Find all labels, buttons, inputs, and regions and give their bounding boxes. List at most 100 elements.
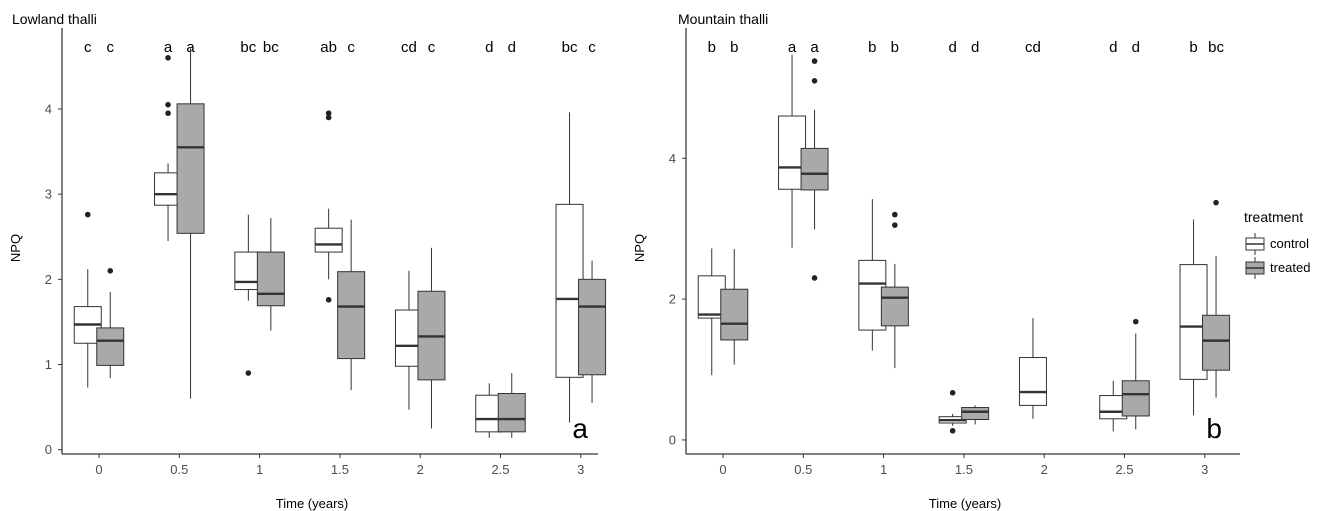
significance-letter: bc bbox=[240, 39, 256, 56]
x-tick-label: 0.5 bbox=[170, 462, 188, 477]
x-tick-label: 0 bbox=[719, 462, 726, 477]
outlier-point bbox=[1213, 199, 1219, 206]
box-control bbox=[938, 389, 967, 434]
box-treated bbox=[96, 268, 125, 379]
x-tick-label: 1.5 bbox=[955, 462, 973, 477]
box-body bbox=[176, 103, 205, 234]
legend-item-control: control bbox=[1245, 233, 1309, 255]
x-tick-label: 2 bbox=[417, 462, 424, 477]
box-treated bbox=[800, 58, 829, 281]
outlier-point bbox=[325, 114, 332, 121]
x-tick-label: 1 bbox=[880, 462, 887, 477]
box-treated bbox=[337, 219, 366, 391]
box-treated bbox=[880, 211, 909, 369]
significance-letter: a bbox=[186, 39, 195, 56]
significance-letter: d bbox=[1132, 39, 1140, 56]
x-tick-label: 2.5 bbox=[491, 462, 509, 477]
panel-lowland: Lowland thalli Time (years) NPQ a 0 1 2 3 4 0… bbox=[8, 11, 607, 511]
y-tick-label: 4 bbox=[45, 101, 52, 116]
legend-label: control bbox=[1270, 236, 1309, 251]
box-body bbox=[314, 227, 343, 253]
panel-title: Lowland thalli bbox=[12, 11, 97, 27]
x-tick-label: 2 bbox=[1041, 462, 1048, 477]
y-tick-label: 0 bbox=[45, 442, 52, 457]
box-control bbox=[1018, 318, 1047, 419]
outlier-point bbox=[811, 78, 818, 84]
significance-letter: b bbox=[708, 39, 716, 56]
significance-letter: a bbox=[810, 39, 819, 56]
panel-tag: b bbox=[1206, 413, 1222, 444]
outlier-point bbox=[892, 222, 898, 228]
box-treated bbox=[1202, 199, 1231, 398]
legend-key-treated bbox=[1245, 257, 1265, 279]
outlier-point bbox=[949, 427, 956, 434]
y-tick-label: 2 bbox=[669, 292, 676, 307]
significance-letter: c bbox=[84, 39, 92, 56]
significance-letter: b bbox=[868, 39, 876, 56]
legend-label: treated bbox=[1270, 260, 1310, 275]
box-treated bbox=[256, 217, 285, 331]
y-tick-label: 0 bbox=[669, 432, 676, 447]
y-axis-label: NPQ bbox=[632, 234, 647, 262]
box-treated bbox=[720, 249, 749, 365]
x-tick-label: 3 bbox=[1201, 462, 1208, 477]
significance-letter: ab bbox=[320, 39, 337, 56]
outlier-point bbox=[165, 55, 171, 61]
significance-letter: d bbox=[971, 39, 979, 56]
box-body bbox=[800, 147, 829, 191]
significance-letter: b bbox=[730, 39, 738, 56]
significance-letter: b bbox=[1189, 39, 1197, 56]
significance-letter: c bbox=[107, 39, 115, 56]
box-body bbox=[578, 278, 607, 376]
legend-item-treated: treated bbox=[1245, 257, 1310, 279]
outlier-point bbox=[811, 58, 818, 64]
box-body bbox=[497, 393, 526, 433]
x-tick-label: 2.5 bbox=[1115, 462, 1133, 477]
y-tick-label: 4 bbox=[669, 151, 676, 166]
significance-letter: b bbox=[891, 39, 899, 56]
x-tick-label: 0.5 bbox=[794, 462, 812, 477]
significance-letter: a bbox=[164, 39, 173, 56]
outlier-point bbox=[892, 211, 898, 218]
significance-letter: bc bbox=[263, 39, 279, 56]
significance-letter: cd bbox=[1025, 39, 1041, 56]
box-control bbox=[858, 199, 887, 351]
outlier-point bbox=[949, 389, 956, 396]
significance-letter: bc bbox=[1208, 39, 1224, 56]
x-axis-label: Time (years) bbox=[276, 496, 348, 511]
box-treated bbox=[578, 260, 607, 403]
significance-letter: bc bbox=[562, 39, 578, 56]
x-tick-label: 1.5 bbox=[331, 462, 349, 477]
outlier-point bbox=[1132, 318, 1139, 325]
significance-letter: d bbox=[485, 39, 493, 56]
x-tick-label: 0 bbox=[95, 462, 102, 477]
outlier-point bbox=[325, 296, 332, 303]
box-control bbox=[314, 110, 343, 303]
y-tick-label: 2 bbox=[45, 272, 52, 287]
outlier-point bbox=[84, 211, 91, 218]
box-body bbox=[1018, 357, 1047, 406]
box-body bbox=[880, 286, 909, 327]
box-treated bbox=[961, 405, 990, 425]
box-treated bbox=[417, 247, 446, 429]
significance-letter: c bbox=[428, 39, 436, 56]
significance-letter: c bbox=[588, 39, 596, 56]
box-body bbox=[1202, 314, 1231, 371]
outlier-point bbox=[245, 370, 252, 376]
box-body bbox=[720, 288, 749, 341]
box-body bbox=[96, 327, 125, 366]
y-tick-label: 1 bbox=[45, 357, 52, 372]
significance-letter: d bbox=[508, 39, 516, 56]
y-axis-label: NPQ bbox=[8, 234, 23, 262]
legend-title: treatment bbox=[1244, 209, 1303, 225]
y-tick-label: 3 bbox=[45, 187, 52, 202]
panel-tag: a bbox=[572, 413, 588, 444]
significance-letter: d bbox=[1109, 39, 1117, 56]
outlier-point bbox=[107, 268, 114, 274]
box-body bbox=[1121, 380, 1150, 417]
box-treated bbox=[176, 48, 205, 399]
x-axis-label: Time (years) bbox=[929, 496, 1001, 511]
significance-letter: d bbox=[948, 39, 956, 56]
legend-key-control bbox=[1245, 233, 1265, 255]
x-tick-label: 1 bbox=[256, 462, 263, 477]
